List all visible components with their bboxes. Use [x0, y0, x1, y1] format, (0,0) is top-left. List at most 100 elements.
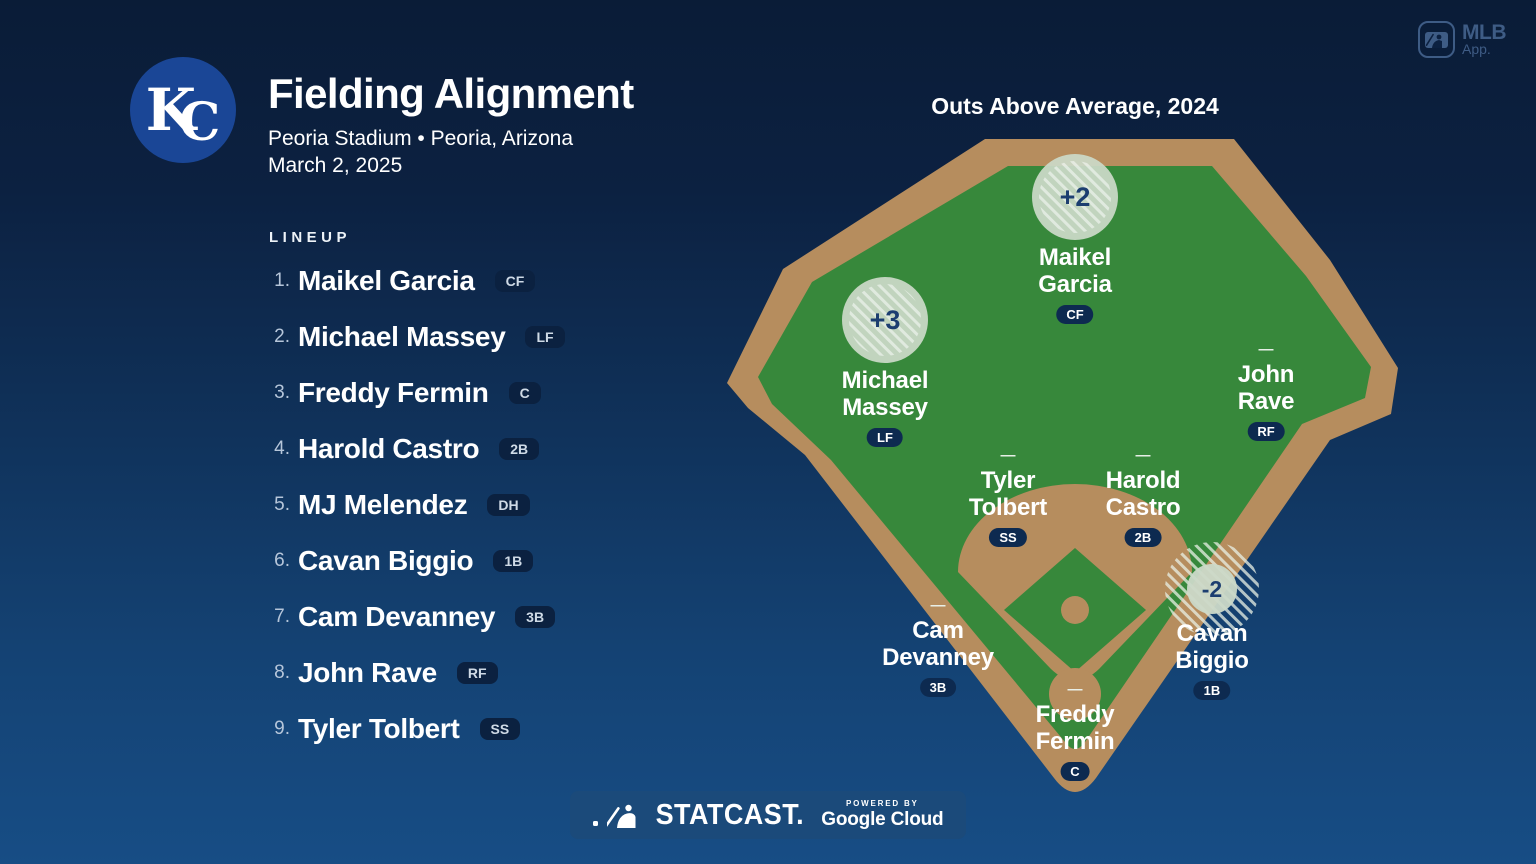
field-player-name-line1: Cavan: [1176, 620, 1248, 647]
oaa-value-lf: +3: [870, 305, 901, 335]
batting-order: 8.: [274, 662, 290, 683]
mlb-batter-icon: [1425, 31, 1448, 48]
position-badge: SS: [479, 718, 521, 740]
oaa-value-cf: +2: [1060, 182, 1091, 212]
lineup-heading: LINEUP: [269, 229, 352, 246]
mlb-app-suffix: App.: [1462, 41, 1491, 57]
field-player-name-line1: Freddy: [1035, 701, 1115, 728]
field-player-1b: Cavan Biggio 1B: [1175, 620, 1249, 700]
player-name: John Rave: [298, 657, 437, 688]
field-position-badge: CF: [1056, 305, 1094, 324]
batting-order: 6.: [274, 550, 290, 571]
field-player-cf: Maikel Garcia CF: [1038, 244, 1112, 324]
player-name: Harold Castro: [298, 433, 480, 464]
batting-order: 5.: [274, 494, 290, 515]
date-text: March 2, 2025: [268, 154, 403, 178]
player-name: MJ Melendez: [298, 489, 468, 520]
oaa-dash: —: [1135, 447, 1151, 464]
field-player-name-line1: Tyler: [980, 467, 1036, 494]
mlb-app-icon: [1418, 21, 1455, 58]
mlb-app-name: MLB: [1462, 21, 1507, 44]
field-player-3b: — Cam Devanney 3B: [882, 597, 994, 697]
field-position-badge: LF: [867, 428, 903, 447]
lineup-row-9: 9. Tyler Tolbert SS: [268, 701, 565, 757]
oaa-value-1b: -2: [1202, 576, 1222, 602]
page-title: Fielding Alignment: [268, 70, 634, 117]
batting-order: 3.: [274, 382, 290, 403]
field-player-rf: — John Rave RF: [1237, 341, 1295, 441]
oaa-bubble-lf: +3: [842, 277, 928, 363]
oaa-dash: —: [1067, 681, 1083, 698]
powered-by-label: POWERED BY: [846, 799, 919, 808]
pitcher-mound: [1061, 596, 1089, 624]
field-position-badge: SS: [989, 528, 1027, 547]
oaa-bubble-cf: +2: [1032, 154, 1118, 240]
field-player-name-line1: Harold: [1105, 467, 1181, 494]
statcast-wordmark: STATCAST.: [655, 798, 804, 831]
field-title: Outs Above Average, 2024: [931, 93, 1219, 119]
field-player-name-line2: Garcia: [1038, 271, 1112, 298]
position-badge: 2B: [499, 438, 540, 460]
team-logo-letter-c: C: [179, 92, 221, 153]
player-name: Cavan Biggio: [298, 545, 474, 576]
batting-order: 9.: [274, 718, 290, 739]
field-player-c: — Freddy Fermin C: [1035, 681, 1115, 781]
lineup-row-8: 8. John Rave RF: [268, 645, 565, 701]
field-player-name-line2: Tolbert: [968, 494, 1048, 521]
venue-text: Peoria Stadium • Peoria, Arizona: [268, 127, 574, 151]
oaa-dash: —: [1258, 341, 1274, 358]
mlb-silhouette-icon: [606, 804, 636, 828]
lineup-row-6: 6. Cavan Biggio 1B: [268, 533, 565, 589]
home-plate-circle: [1049, 668, 1101, 720]
statcast-banner: STATCAST. POWERED BY Google Cloud: [570, 791, 966, 839]
oaa-dash: —: [1000, 447, 1016, 464]
lineup-row-2: 2. Michael Massey LF: [268, 309, 565, 365]
batting-order: 4.: [274, 438, 290, 459]
position-badge: C: [508, 382, 541, 404]
position-badge: 1B: [493, 550, 534, 572]
field-position-badge: 2B: [1124, 528, 1162, 547]
player-name: Maikel Garcia: [298, 265, 475, 296]
field-player-name-line2: Castro: [1105, 494, 1181, 521]
batting-order: 1.: [274, 270, 290, 291]
player-name: Freddy Fermin: [298, 377, 489, 408]
lineup-row-1: 1. Maikel Garcia CF: [268, 253, 565, 309]
position-badge: LF: [525, 326, 565, 348]
field-player-name-line1: Michael: [841, 367, 929, 394]
field-position-badge: 1B: [1193, 681, 1231, 700]
oaa-bubble-1b: -2: [1165, 542, 1259, 636]
field-player-name-line2: Massey: [842, 394, 928, 421]
batting-order: 7.: [274, 606, 290, 627]
field-player-name-line2: Biggio: [1175, 647, 1249, 674]
lineup-row-7: 7. Cam Devanney 3B: [268, 589, 565, 645]
field-position-badge: RF: [1247, 422, 1285, 441]
field-player-ss: — Tyler Tolbert SS: [968, 447, 1048, 547]
field-player-2b: — Harold Castro 2B: [1105, 447, 1181, 547]
powered-by-block: POWERED BY Google Cloud: [821, 799, 943, 831]
mlb-app-text: MLB App.: [1462, 21, 1507, 57]
lineup-row-5: 5. MJ Melendez DH: [268, 477, 565, 533]
field-player-name-line2: Rave: [1237, 388, 1295, 415]
field-player-name-line1: John: [1237, 361, 1295, 388]
mlb-app-logo: MLB App.: [1418, 21, 1507, 58]
field-player-lf: Michael Massey LF: [842, 367, 929, 447]
lineup-row-3: 3. Freddy Fermin C: [268, 365, 565, 421]
lineup-list: 1. Maikel Garcia CF 2. Michael Massey LF…: [268, 253, 565, 757]
position-badge: RF: [456, 662, 498, 684]
oaa-dash: —: [930, 597, 946, 614]
field-player-name-line1: Maikel: [1038, 244, 1112, 271]
position-badge: DH: [487, 494, 530, 516]
field-position-badge: C: [1060, 762, 1090, 781]
position-badge: 3B: [515, 606, 556, 628]
team-logo-letter-k: K: [145, 76, 197, 144]
google-cloud-label: Google Cloud: [821, 809, 944, 830]
header: Fielding Alignment Peoria Stadium • Peor…: [268, 70, 634, 178]
player-name: Tyler Tolbert: [298, 713, 460, 744]
batting-order: 2.: [274, 326, 290, 347]
player-name: Michael Massey: [298, 321, 506, 352]
player-name: Cam Devanney: [298, 601, 496, 632]
team-logo-kc: K C: [130, 57, 236, 163]
statcast-dot: [592, 821, 598, 826]
field-position-badge: 3B: [919, 678, 957, 697]
